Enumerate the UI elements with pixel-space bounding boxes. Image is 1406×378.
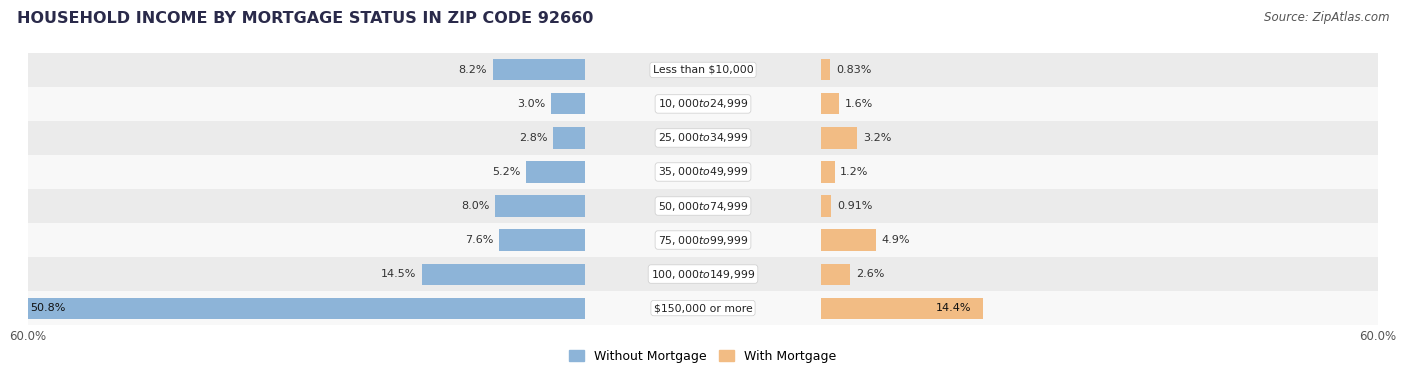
Bar [821,229,876,251]
Bar [28,291,1378,325]
Bar [821,59,831,81]
Text: $150,000 or more: $150,000 or more [654,303,752,313]
Bar [28,87,1378,121]
Bar [28,155,1378,189]
Bar [821,263,851,285]
Text: 4.9%: 4.9% [882,235,910,245]
Bar [28,189,1378,223]
Text: 8.0%: 8.0% [461,201,489,211]
Bar [585,121,821,155]
Text: 5.2%: 5.2% [492,167,520,177]
Bar [585,291,821,325]
Bar [28,223,1378,257]
Text: 7.6%: 7.6% [465,235,494,245]
Text: 2.8%: 2.8% [519,133,548,143]
Bar [28,257,1378,291]
Bar [499,229,585,251]
Text: $25,000 to $34,999: $25,000 to $34,999 [658,132,748,144]
Bar [821,297,983,319]
Bar [422,263,585,285]
Bar [821,161,835,183]
Bar [551,93,585,115]
Text: 3.2%: 3.2% [863,133,891,143]
Bar [821,93,839,115]
Text: HOUSEHOLD INCOME BY MORTGAGE STATUS IN ZIP CODE 92660: HOUSEHOLD INCOME BY MORTGAGE STATUS IN Z… [17,11,593,26]
Text: 14.4%: 14.4% [936,303,972,313]
Text: 50.8%: 50.8% [31,303,66,313]
Bar [554,127,585,149]
Bar [495,195,585,217]
Text: $75,000 to $99,999: $75,000 to $99,999 [658,234,748,246]
Text: $50,000 to $74,999: $50,000 to $74,999 [658,200,748,212]
Bar [526,161,585,183]
Text: $10,000 to $24,999: $10,000 to $24,999 [658,98,748,110]
Bar [821,195,831,217]
Bar [585,223,821,257]
Bar [585,257,821,291]
Text: 1.6%: 1.6% [845,99,873,109]
Text: 0.91%: 0.91% [837,201,872,211]
Bar [821,127,858,149]
Text: $100,000 to $149,999: $100,000 to $149,999 [651,268,755,280]
Text: 8.2%: 8.2% [458,65,486,75]
Text: $35,000 to $49,999: $35,000 to $49,999 [658,166,748,178]
Text: Source: ZipAtlas.com: Source: ZipAtlas.com [1264,11,1389,24]
Bar [28,53,1378,87]
Bar [14,297,585,319]
Text: Less than $10,000: Less than $10,000 [652,65,754,75]
Bar [585,155,821,189]
Text: 0.83%: 0.83% [837,65,872,75]
Text: 14.5%: 14.5% [381,269,416,279]
Legend: Without Mortgage, With Mortgage: Without Mortgage, With Mortgage [564,345,842,368]
Bar [492,59,585,81]
Text: 2.6%: 2.6% [856,269,884,279]
Bar [585,189,821,223]
Text: 1.2%: 1.2% [841,167,869,177]
Text: 3.0%: 3.0% [517,99,546,109]
Bar [585,53,821,87]
Bar [585,87,821,121]
Bar [28,121,1378,155]
